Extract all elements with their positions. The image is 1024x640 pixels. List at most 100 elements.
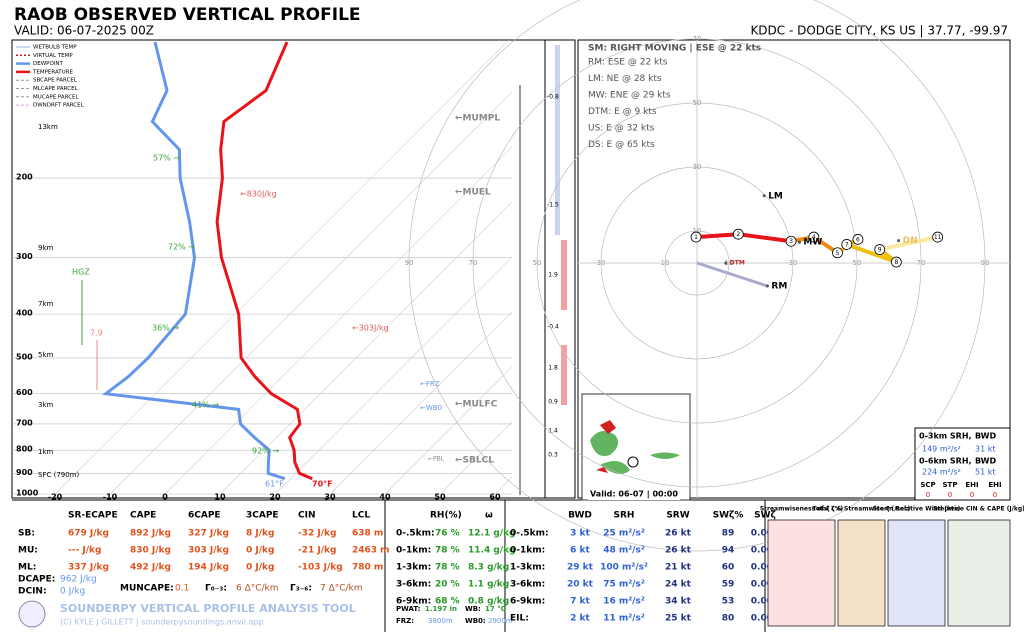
legend-entry: MLCAPE PARCEL — [33, 86, 79, 92]
label: ML: — [18, 563, 36, 573]
omega-bar — [561, 240, 567, 310]
label: 16 m²/s² — [603, 597, 645, 607]
pressure-label: 400 — [16, 309, 33, 318]
label: 25 m²/s² — [603, 529, 645, 539]
label: 0.006 — [751, 563, 779, 573]
motion-label: LM — [768, 191, 783, 201]
label: 0 J/kg — [246, 563, 274, 573]
motion-label: DTM — [730, 260, 745, 267]
label: 0 — [970, 491, 974, 499]
label: 25 kt — [665, 614, 692, 624]
motion-marker — [762, 194, 766, 198]
panel-title: Total ζ & Streamwise ζ (/sec) — [813, 506, 911, 513]
hodo-point-label: 5 — [836, 250, 840, 257]
isotherm — [219, 201, 512, 495]
omega-bar — [561, 345, 567, 405]
label: -32 J/kg — [298, 529, 336, 539]
srh-box — [914, 427, 1011, 501]
ring-label: 90 — [405, 259, 414, 267]
label: 0 J/kg — [246, 546, 274, 556]
annotation: 72% → — [168, 243, 195, 252]
isotherm — [109, 91, 512, 495]
pressure-label: 200 — [16, 173, 33, 182]
isotherm — [274, 256, 512, 495]
label: 830 J/kg — [130, 546, 171, 556]
isotherm — [329, 311, 512, 495]
omega-label: 1.4 — [548, 428, 558, 435]
hodo-point-label: 8 — [894, 259, 898, 266]
label: 0 J/kg — [60, 587, 85, 597]
annotation: ←830J/kg — [240, 190, 277, 199]
pressure-label: 600 — [16, 388, 33, 397]
label: 78 % — [435, 563, 460, 573]
pressure-label: 800 — [16, 445, 33, 454]
label: ω — [485, 511, 493, 521]
annotation: ←303J/kg — [352, 324, 389, 333]
hodo-segment — [738, 232, 792, 244]
legend-entry: DWNDRFT PARCEL — [33, 103, 85, 109]
label: 80 — [722, 614, 735, 624]
label: 0 — [926, 491, 930, 499]
label: 34 kt — [665, 597, 692, 607]
panel-title: Streamwiseness of ζ (%) — [760, 506, 844, 513]
omega-label: 1.8 — [548, 365, 558, 372]
label: 76 % — [435, 529, 460, 539]
height-label: 3km — [38, 401, 54, 409]
hodo-segment — [846, 242, 898, 264]
storm-motion: MW: ENE @ 29 kts — [588, 91, 671, 101]
hodo-point-label: 9 — [878, 247, 882, 254]
label: 2900m — [488, 617, 513, 625]
label: 962 J/kg — [60, 575, 97, 585]
label: SCP — [920, 481, 935, 489]
storm-motion: DTM: E @ 9 kts — [588, 107, 657, 117]
annotation: 70°F — [312, 480, 333, 489]
label: FRZ: — [396, 617, 414, 625]
height-label: SFC (790m) — [38, 471, 79, 479]
label: 2 kt — [570, 614, 590, 624]
temp-tick-label: -10 — [103, 493, 118, 502]
panel-title: Storm Relative Wind (kts) — [873, 506, 961, 513]
legend-entry: MUCAPE PARCEL — [33, 94, 80, 100]
omega-label: 0.9 — [548, 399, 558, 406]
label: 0-6km SRH, — [919, 457, 972, 466]
label: 51 kt — [975, 468, 996, 477]
label: 0 — [948, 491, 952, 499]
label: RH(%) — [430, 511, 462, 521]
annotation: ←PBL — [428, 456, 445, 463]
annotation: 61°F — [265, 480, 284, 489]
label: 0-.5km: — [510, 529, 549, 539]
hodo-title: SM: RIGHT MOVING | ESE @ 22 kts — [588, 44, 761, 54]
label: 21 kt — [665, 563, 692, 573]
label: 20 kt — [567, 580, 594, 590]
logo — [18, 600, 46, 628]
storm-motion: DS: E @ 65 kts — [588, 140, 655, 150]
legend-entry: TEMPERATURE — [32, 69, 74, 75]
label: 638 m — [352, 529, 383, 539]
label: 0-3km SRH, — [919, 432, 972, 441]
label: 24 kt — [665, 580, 692, 590]
omega-label: -0.8 — [547, 94, 559, 101]
label: 7 Δ°C/km — [320, 584, 363, 594]
label: DCAPE: — [18, 575, 55, 585]
temp-tick-label: -20 — [48, 493, 63, 502]
label: 0-1km: — [510, 546, 545, 556]
label: 89 — [722, 529, 735, 539]
label: 6 kt — [570, 546, 590, 556]
annotation: 57% → — [153, 154, 180, 163]
ring-label: 70 — [469, 259, 478, 267]
omega-bar — [555, 45, 560, 235]
label: 48 m²/s² — [603, 546, 645, 556]
pressure-label: 900 — [16, 468, 33, 477]
label: 3 kt — [570, 529, 590, 539]
hodo-point — [932, 231, 944, 243]
legend-entry: WETBULB TEMP — [33, 45, 77, 51]
temp-tick-label: 40 — [379, 493, 391, 502]
annotation: ←MUMPL — [455, 114, 500, 124]
ring-label: 70 — [693, 35, 702, 43]
storm-motion: LM: NE @ 28 kts — [588, 74, 662, 84]
annotation: ←MUEL — [455, 188, 491, 198]
label: SWζ% — [713, 511, 744, 521]
legend-entry: SBCAPE PARCEL — [33, 78, 78, 84]
label: 94 — [722, 546, 735, 556]
